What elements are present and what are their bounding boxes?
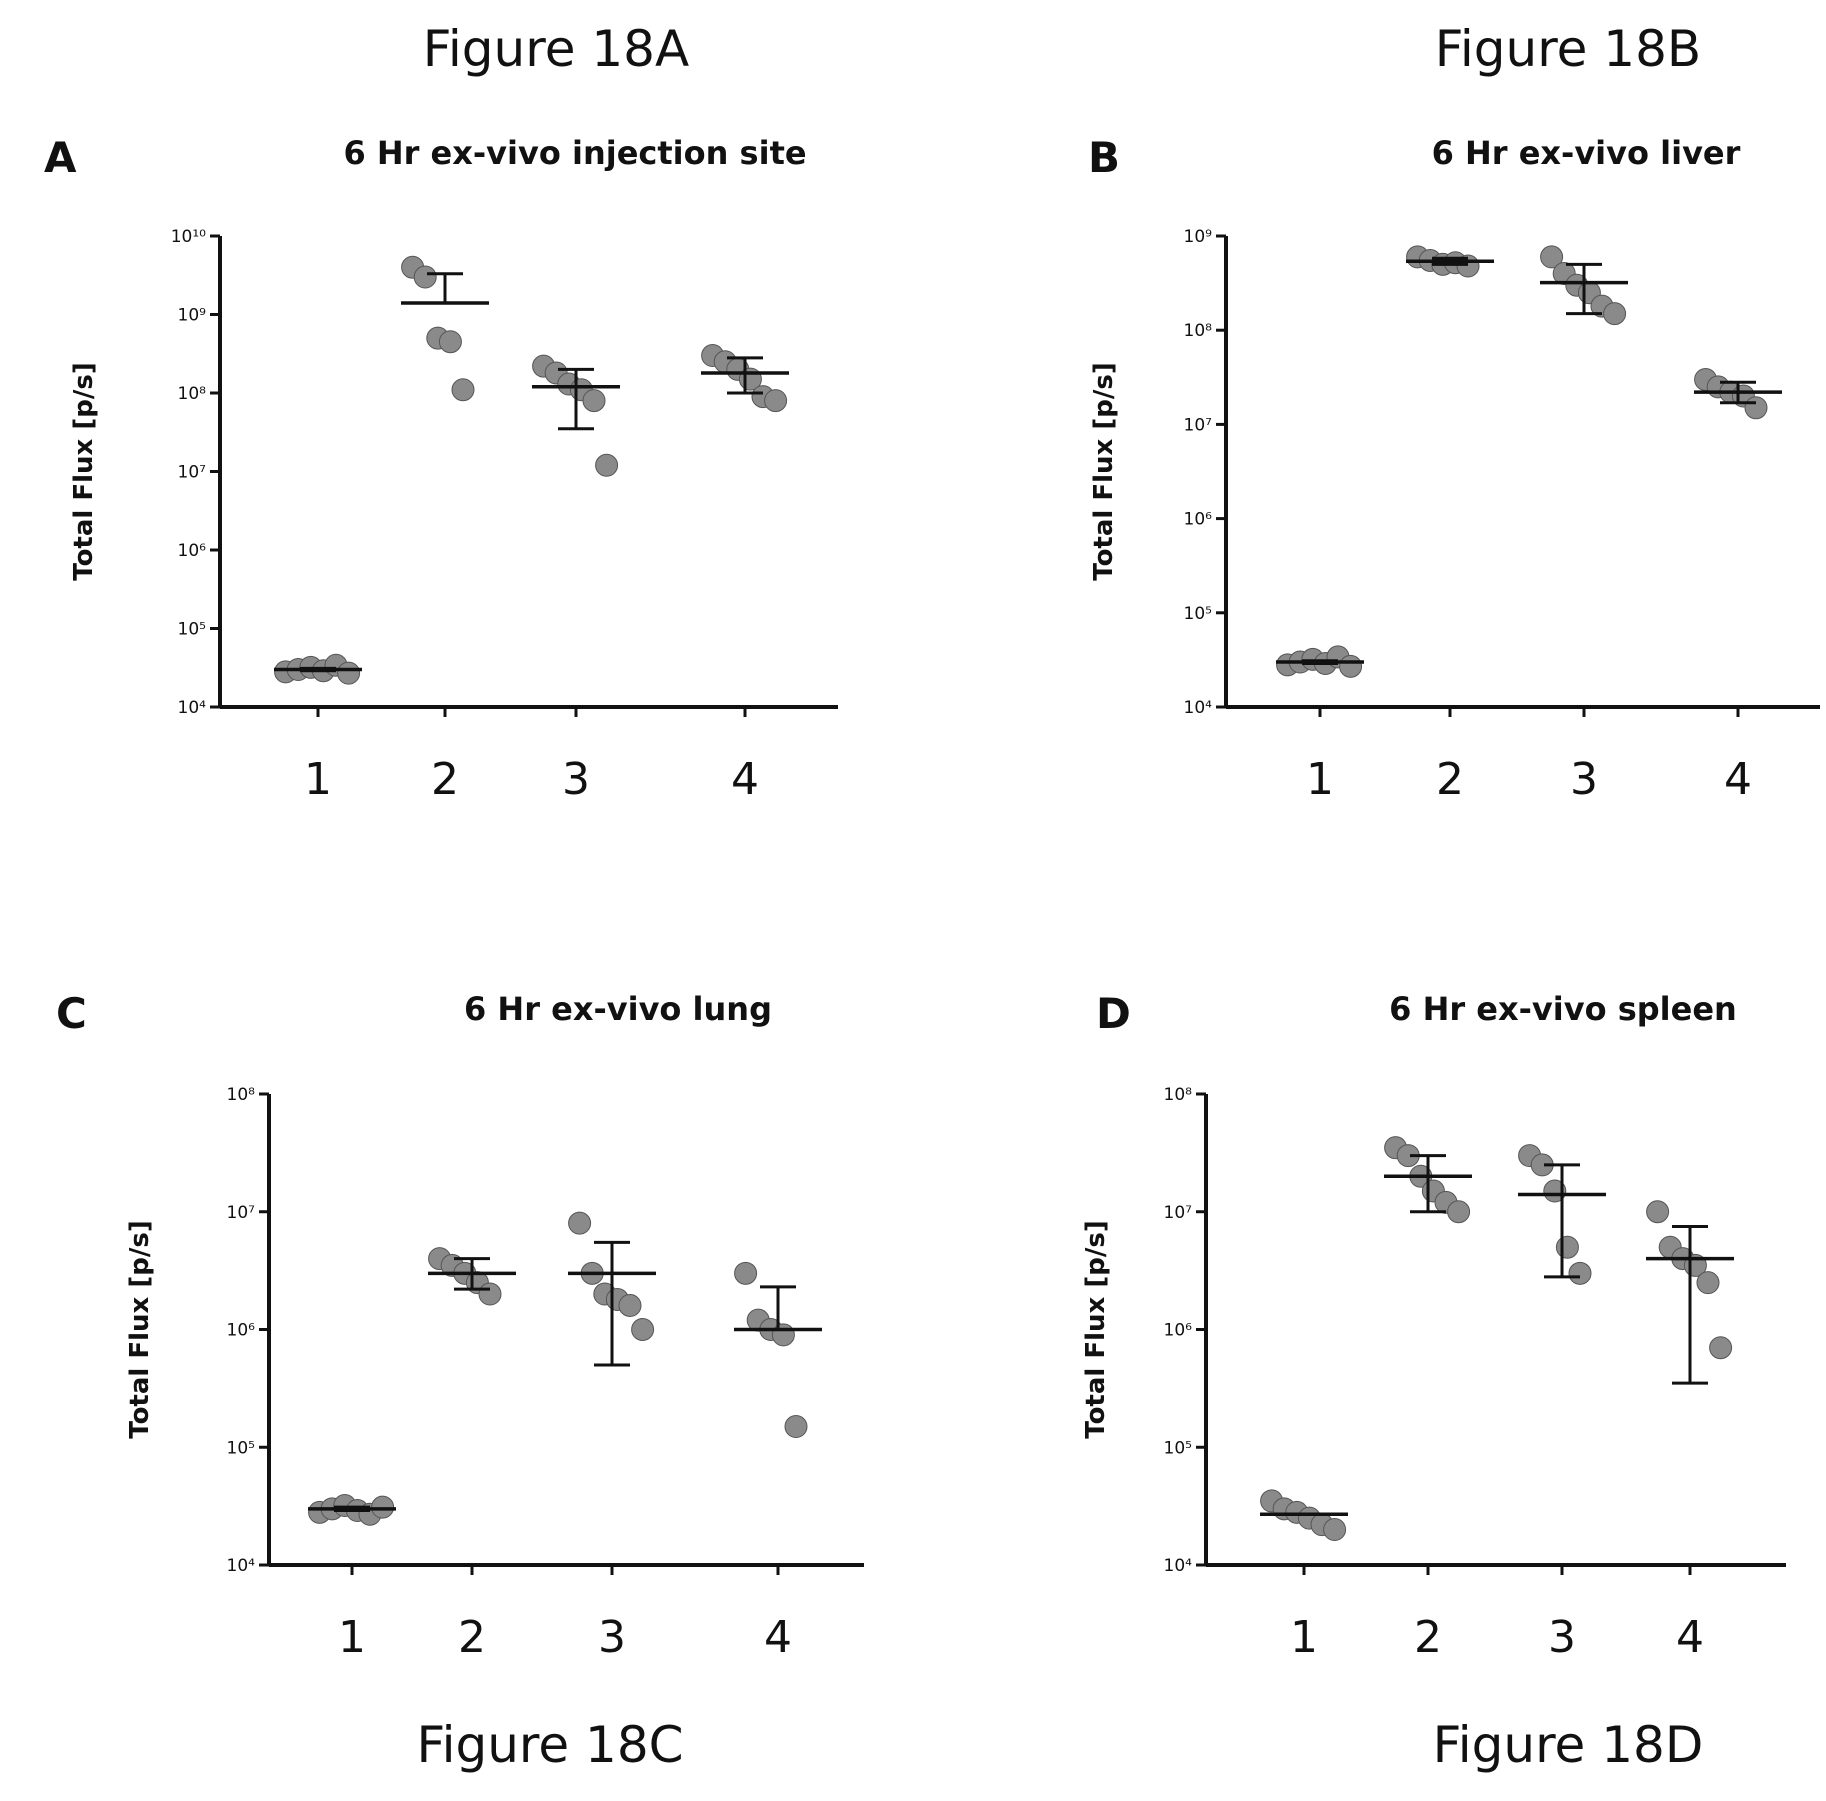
- data-point: [1555, 1235, 1579, 1259]
- panel-c: C 6 Hr ex-vivo lung Total Flux [p/s] 10⁴ 10⁵…: [56, 989, 864, 1663]
- y-tick-label: 10⁶: [1184, 510, 1213, 530]
- data-point: [337, 661, 361, 685]
- data-point: [1709, 1336, 1733, 1360]
- data-point: [413, 265, 437, 289]
- x-tick-label: 1: [338, 1612, 366, 1663]
- x-tick-label: 2: [1436, 754, 1464, 805]
- panel-title: 6 Hr ex-vivo liver: [1432, 134, 1741, 172]
- y-tick-label: 10⁸: [1164, 1085, 1193, 1105]
- y-axis-label: Total Flux [p/s]: [69, 362, 99, 580]
- data-point: [1696, 1271, 1720, 1295]
- data-point: [1540, 245, 1564, 269]
- data-point: [784, 1415, 808, 1439]
- panel-letter: D: [1096, 989, 1131, 1038]
- y-tick-label: 10¹⁰: [171, 227, 206, 247]
- x-tick-label: 3: [1570, 754, 1598, 805]
- x-tick-label: 4: [731, 754, 759, 805]
- data-point: [1447, 1200, 1471, 1224]
- panel-d: D 6 Hr ex-vivo spleen Total Flux [p/s] 10⁴ 1…: [1081, 989, 1786, 1663]
- x-tick-label: 4: [764, 1612, 792, 1663]
- y-tick-label: 10⁵: [1164, 1438, 1192, 1458]
- panel-title: 6 Hr ex-vivo lung: [464, 990, 772, 1028]
- x-tick-label: 3: [598, 1612, 626, 1663]
- y-tick-label: 10⁴: [1164, 1556, 1193, 1576]
- caption-18d: Figure 18D: [1433, 1716, 1704, 1774]
- y-tick-label: 10⁶: [1164, 1321, 1193, 1341]
- x-tick-label: 2: [1414, 1612, 1442, 1663]
- y-axis-label: Total Flux [p/s]: [125, 1220, 155, 1438]
- data-point: [595, 453, 619, 477]
- data-point: [764, 389, 788, 413]
- y-tick-label: 10⁸: [227, 1085, 256, 1105]
- panel-letter: A: [44, 133, 77, 182]
- x-tick-label: 3: [562, 754, 590, 805]
- x-tick-label: 1: [304, 754, 332, 805]
- panel-letter: C: [56, 989, 87, 1038]
- y-tick-label: 10⁶: [227, 1321, 256, 1341]
- data-point: [1339, 654, 1363, 678]
- caption-18c: Figure 18C: [416, 1716, 683, 1774]
- x-tick-label: 2: [431, 754, 459, 805]
- panel-title: 6 Hr ex-vivo spleen: [1389, 990, 1737, 1028]
- y-tick-label: 10⁴: [227, 1556, 256, 1576]
- data-point: [451, 378, 475, 402]
- data-point: [1744, 396, 1768, 420]
- y-tick-label: 10⁷: [227, 1203, 256, 1223]
- y-tick-label: 10⁴: [178, 698, 207, 718]
- data-point: [734, 1261, 758, 1285]
- panel-a: A 6 Hr ex-vivo injection site Total Flux […: [44, 133, 838, 805]
- y-tick-label: 10⁵: [227, 1438, 255, 1458]
- y-tick-label: 10⁷: [1184, 415, 1213, 435]
- y-tick-label: 10⁷: [1164, 1203, 1193, 1223]
- panel-b: B 6 Hr ex-vivo liver Total Flux [p/s] 10⁴ 10…: [1088, 133, 1820, 805]
- x-tick-label: 4: [1724, 754, 1752, 805]
- y-tick-label: 10⁸: [1184, 321, 1213, 341]
- data-point: [1568, 1261, 1592, 1285]
- x-tick-label: 1: [1290, 1612, 1318, 1663]
- y-tick-label: 10⁵: [1184, 604, 1212, 624]
- y-axis-label: Total Flux [p/s]: [1081, 1220, 1111, 1438]
- data-point: [1646, 1200, 1670, 1224]
- y-tick-label: 10⁸: [178, 384, 207, 404]
- y-tick-label: 10⁶: [178, 541, 207, 561]
- data-point: [1603, 302, 1627, 326]
- data-point: [1323, 1518, 1347, 1542]
- y-tick-label: 10⁴: [1184, 698, 1213, 718]
- data-point: [771, 1323, 795, 1347]
- y-tick-label: 10⁷: [178, 463, 207, 483]
- data-point: [478, 1282, 502, 1306]
- y-tick-label: 10⁹: [178, 306, 207, 326]
- x-tick-label: 2: [458, 1612, 486, 1663]
- data-point: [568, 1211, 592, 1235]
- data-point: [582, 389, 606, 413]
- y-axis-label: Total Flux [p/s]: [1089, 362, 1119, 580]
- data-point: [438, 330, 462, 354]
- panel-title: 6 Hr ex-vivo injection site: [343, 134, 806, 172]
- y-tick-label: 10⁵: [178, 620, 206, 640]
- x-tick-label: 3: [1548, 1612, 1576, 1663]
- panel-letter: B: [1088, 133, 1120, 182]
- data-point: [1543, 1179, 1567, 1203]
- y-tick-label: 10⁹: [1184, 227, 1213, 247]
- data-point: [618, 1293, 642, 1317]
- x-tick-label: 4: [1676, 1612, 1704, 1663]
- x-tick-label: 1: [1306, 754, 1334, 805]
- caption-18b: Figure 18B: [1435, 20, 1701, 78]
- caption-18a: Figure 18A: [423, 20, 689, 78]
- data-point: [631, 1318, 655, 1341]
